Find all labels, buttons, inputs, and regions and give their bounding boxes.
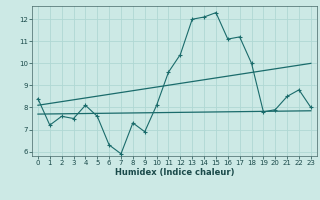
X-axis label: Humidex (Indice chaleur): Humidex (Indice chaleur) <box>115 168 234 177</box>
